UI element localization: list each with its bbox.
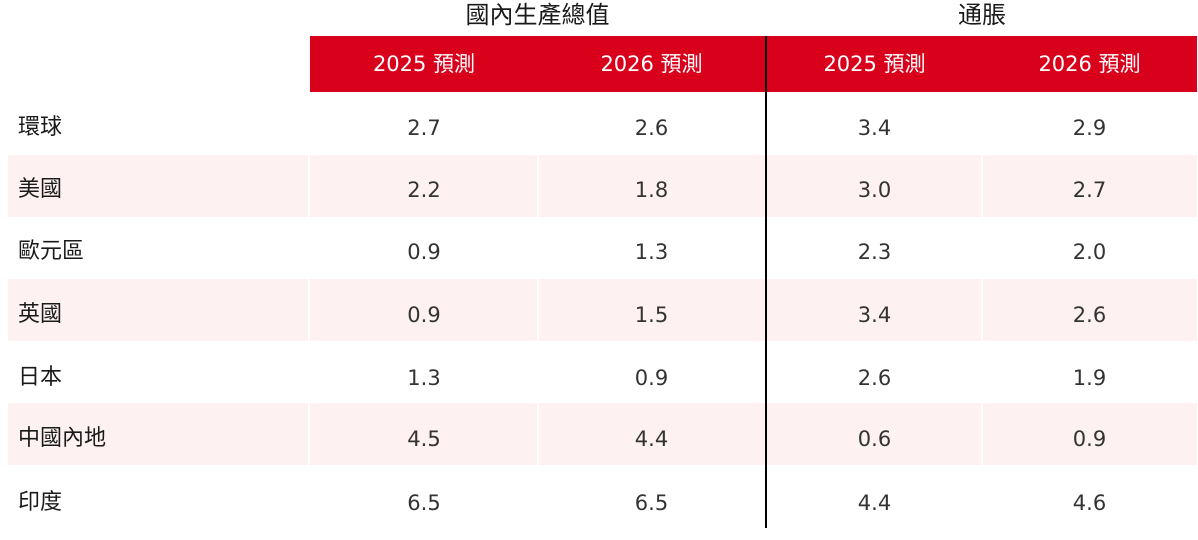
header-bar-gdp — [310, 36, 765, 92]
cell-value: 3.0 — [857, 178, 892, 202]
cell-value: 0.6 — [857, 427, 892, 451]
row-label: 英國 — [18, 302, 63, 327]
group-header-inflation: 通脹 — [958, 1, 1006, 29]
group-header-gdp: 國內生產總值 — [465, 1, 610, 29]
cell-value: 2.7 — [1072, 178, 1107, 202]
cell-value: 1.8 — [634, 178, 669, 202]
row-label: 印度 — [18, 490, 63, 515]
column-header-gdp-2026: 2026 預測 — [600, 52, 703, 76]
row-label: 歐元區 — [18, 239, 85, 264]
cell-value: 4.5 — [407, 427, 441, 451]
cell-value: 2.9 — [1072, 116, 1107, 140]
cell-divider — [308, 155, 310, 217]
table-row — [8, 279, 1197, 341]
table-row — [8, 403, 1197, 465]
cell-value: 0.9 — [634, 366, 669, 390]
header-bar-inflation — [767, 36, 1197, 92]
cell-divider — [537, 403, 539, 465]
column-header-gdp-2025: 2025 預測 — [372, 52, 476, 76]
row-label: 中國內地 — [18, 426, 107, 451]
cell-divider — [981, 155, 983, 217]
cell-value: 2.0 — [1072, 240, 1107, 264]
row-label: 環球 — [18, 115, 63, 140]
column-header-inflation-2025: 2025 預測 — [823, 52, 926, 76]
cell-divider — [981, 403, 983, 465]
row-label: 美國 — [18, 177, 63, 202]
cell-divider — [981, 279, 983, 341]
cell-value: 3.4 — [857, 116, 892, 140]
cell-value: 2.2 — [407, 178, 441, 202]
cell-value: 0.9 — [407, 303, 441, 327]
cell-value: 6.5 — [407, 491, 441, 515]
cell-value: 4.4 — [857, 491, 892, 515]
cell-value: 4.6 — [1072, 491, 1107, 515]
cell-value: 6.5 — [634, 491, 669, 515]
cell-value: 0.9 — [1072, 427, 1107, 451]
cell-value: 2.3 — [857, 240, 892, 264]
row-label: 日本 — [18, 365, 63, 390]
cell-value: 2.6 — [857, 366, 892, 390]
cell-value: 2.6 — [634, 116, 669, 140]
cell-divider — [537, 155, 539, 217]
cell-value: 1.5 — [634, 303, 669, 327]
column-header-inflation-2026: 2026 預測 — [1038, 52, 1141, 76]
cell-value: 3.4 — [857, 303, 892, 327]
cell-divider — [537, 279, 539, 341]
table-row — [8, 155, 1197, 217]
cell-value: 1.9 — [1072, 366, 1107, 390]
cell-value: 2.6 — [1072, 303, 1107, 327]
cell-value: 4.4 — [634, 427, 669, 451]
cell-divider — [308, 279, 310, 341]
cell-value: 2.7 — [407, 116, 441, 140]
cell-value: 1.3 — [407, 366, 441, 390]
cell-divider — [308, 403, 310, 465]
cell-value: 1.3 — [634, 240, 669, 264]
column-group-divider — [765, 36, 767, 528]
cell-value: 0.9 — [407, 240, 441, 264]
